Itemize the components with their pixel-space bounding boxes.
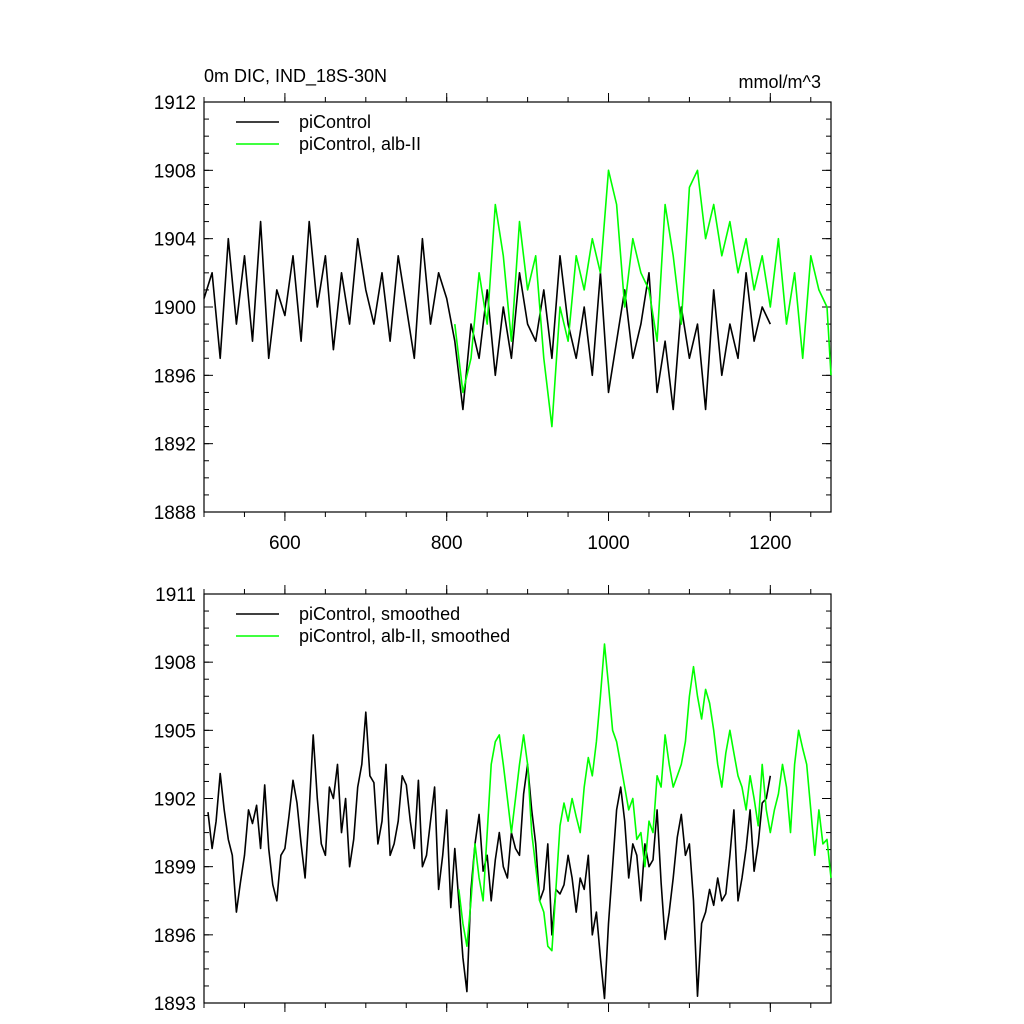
top-y-tick-label: 1892	[154, 435, 196, 456]
bottom-y-tick-label: 1908	[154, 653, 196, 674]
top-legend-label: piControl, alb-II	[299, 134, 421, 154]
top-chart-title: 0m DIC, IND_18S-30N	[204, 66, 387, 87]
top-y-tick-label: 1888	[154, 503, 196, 524]
bottom-y-tick-label: 1905	[154, 721, 196, 742]
bottom-y-tick-label: 1893	[154, 994, 196, 1015]
bottom-series-line-2	[458, 643, 832, 952]
top-y-tick-label: 1904	[154, 230, 197, 251]
top-series-line-2	[454, 169, 832, 428]
bottom-y-tick-label: 1899	[154, 858, 196, 879]
top-series-line-1	[203, 220, 772, 411]
top-units-label: mmol/m^3	[739, 72, 821, 92]
bottom-legend-label: piControl, alb-II, smoothed	[299, 626, 510, 646]
top-legend-label: piControl	[299, 112, 371, 132]
top-x-tick-label: 600	[269, 533, 301, 554]
bottom-panel: 1893 1896 1899 1902 1905 1908 1911 piControl, s…	[154, 585, 832, 1015]
bottom-y-tick-label: 1896	[154, 926, 196, 947]
bottom-series-line-1	[207, 711, 772, 1000]
bottom-plot-frame	[203, 593, 832, 1004]
top-panel: 1888 1892 1896 1900 1904 1908 1912 600 800 1000 12…	[154, 66, 832, 554]
top-x-tick-label: 1200	[749, 533, 791, 554]
bottom-legend-label: piControl, smoothed	[299, 604, 460, 624]
top-y-tick-label: 1908	[154, 161, 196, 182]
top-y-tick-label: 1900	[154, 298, 196, 319]
bottom-y-tick-label: 1902	[154, 790, 196, 811]
top-x-tick-label: 1000	[587, 533, 629, 554]
bottom-y-tick-label: 1911	[155, 585, 196, 606]
top-y-tick-label: 1912	[154, 93, 196, 114]
top-x-tick-label: 800	[431, 533, 463, 554]
top-y-tick-label: 1896	[154, 366, 196, 387]
